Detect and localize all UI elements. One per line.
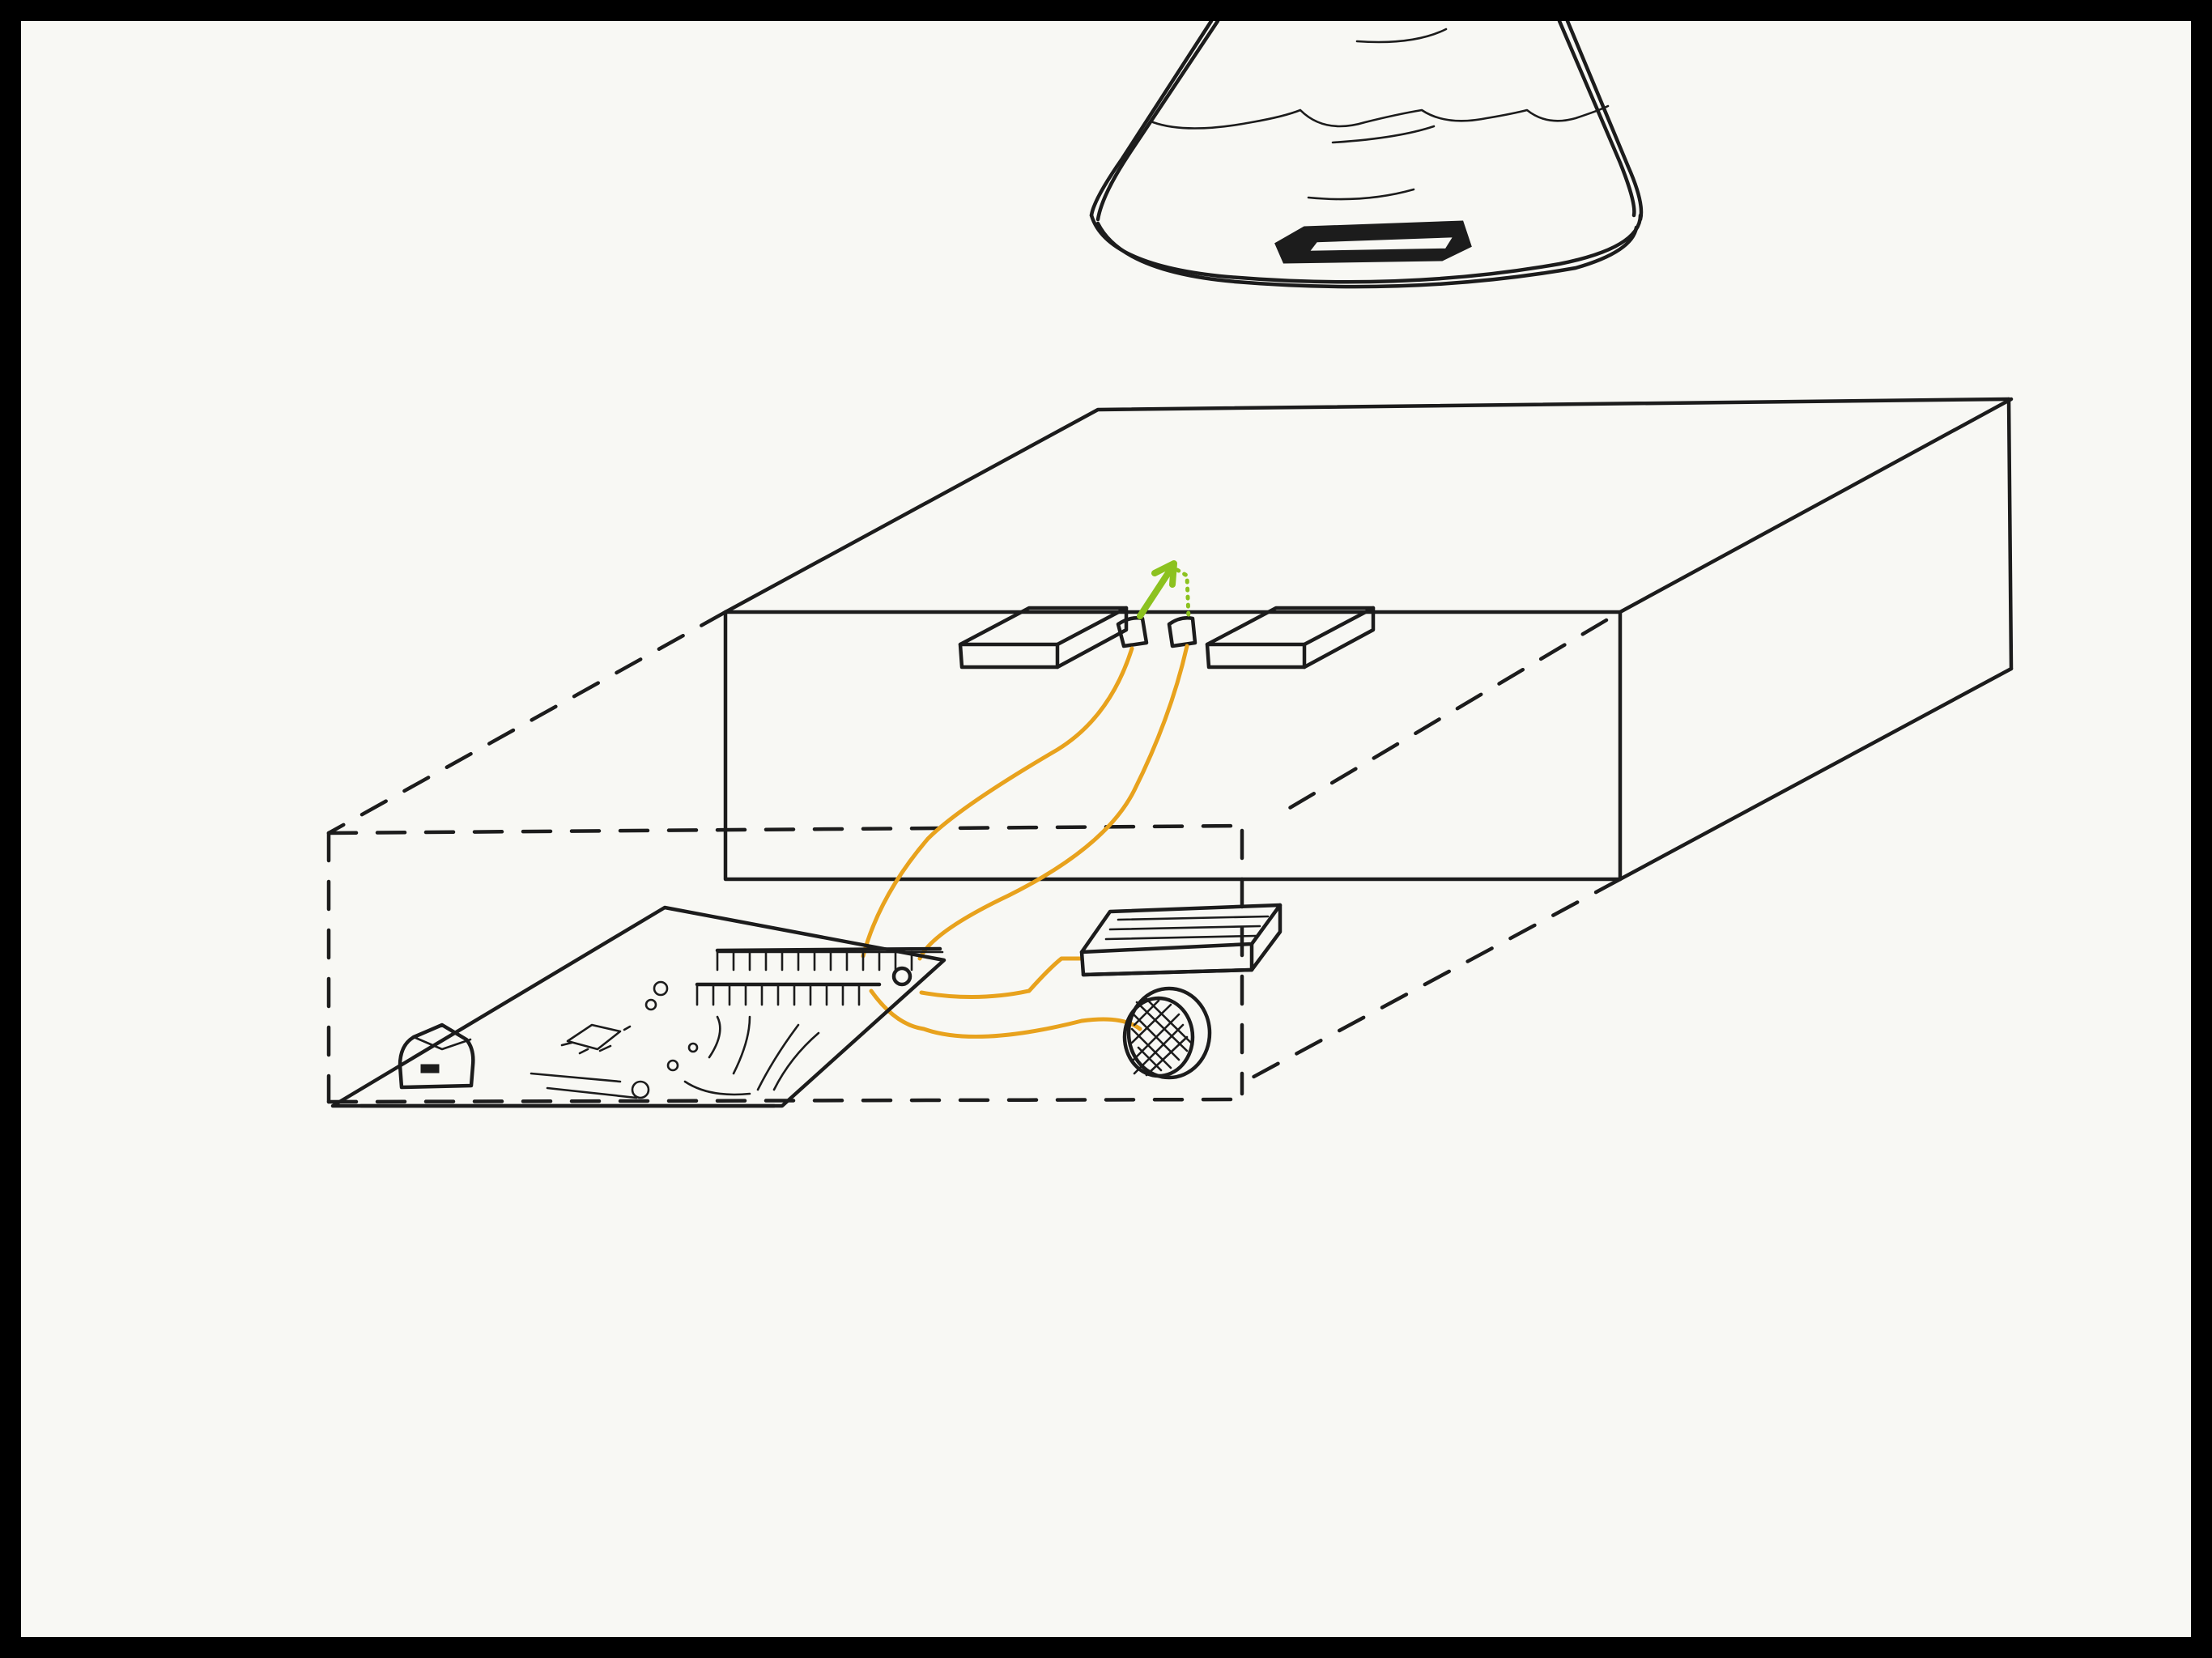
- enclosure-box-icon: [326, 397, 2014, 1104]
- lamp-shade-icon: [1089, 21, 1644, 289]
- usb-port-icon: [398, 1022, 475, 1090]
- touch-pad-icon: [958, 606, 1129, 670]
- circuit-board-icon: [330, 905, 946, 1108]
- wire-icon: [861, 644, 1189, 1039]
- speaker-icon: [1122, 986, 1212, 1080]
- touch-pad-icon: [1205, 606, 1376, 670]
- sketch-svg: [326, 21, 2014, 1108]
- sensor-icon: [1116, 616, 1197, 648]
- drawing-canvas: [21, 21, 2191, 1637]
- arrow-up-icon: [1137, 560, 1191, 621]
- battery-holder-icon: [1079, 903, 1283, 977]
